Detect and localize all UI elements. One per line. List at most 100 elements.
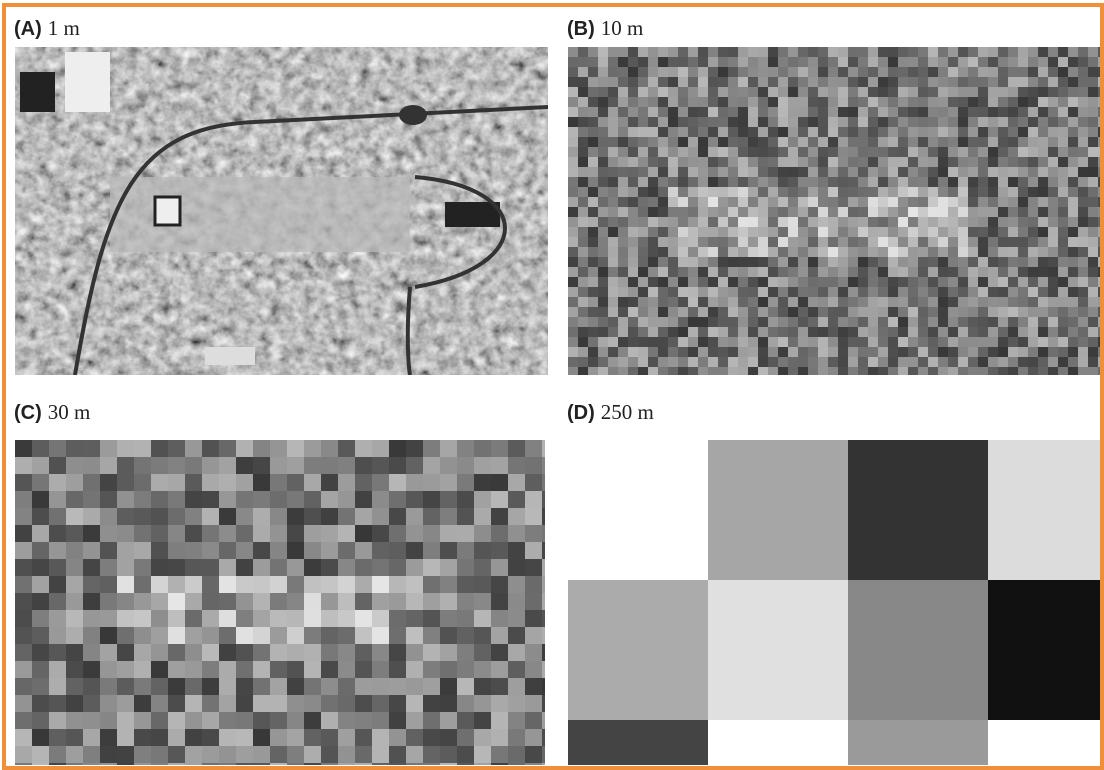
pixel [988, 367, 998, 375]
pixel [608, 357, 618, 367]
pixel [588, 117, 598, 127]
pixel [908, 57, 918, 67]
pixel [1078, 57, 1088, 67]
pixel [898, 297, 908, 307]
building [155, 197, 180, 225]
pixel [728, 107, 738, 117]
pixel [1038, 357, 1048, 367]
pixel [236, 678, 253, 695]
pixel [49, 440, 66, 457]
pixel [898, 97, 908, 107]
pixel [1098, 367, 1100, 375]
pixel [668, 327, 678, 337]
pixel [958, 297, 968, 307]
pixel [768, 87, 778, 97]
pixel [988, 227, 998, 237]
pixel [1068, 257, 1078, 267]
pixel [738, 277, 748, 287]
pixel [738, 77, 748, 87]
pixel [688, 227, 698, 237]
pixel [788, 97, 798, 107]
pixel [578, 307, 588, 317]
pixel [83, 542, 100, 559]
pixel [848, 440, 988, 580]
pixel [304, 491, 321, 508]
pixel [1058, 267, 1068, 277]
pixel [958, 307, 968, 317]
pixel [678, 47, 688, 57]
pixel [15, 576, 32, 593]
pixel [728, 357, 738, 367]
pixel [978, 167, 988, 177]
pixel [151, 508, 168, 525]
pixel [718, 337, 728, 347]
pixel [978, 227, 988, 237]
pixel [1068, 187, 1078, 197]
pixel [474, 729, 491, 746]
pixel [1068, 277, 1078, 287]
panel-letter: (D) [567, 402, 595, 424]
pixel [998, 227, 1008, 237]
pixel [798, 277, 808, 287]
pixel [798, 297, 808, 307]
pixel [304, 678, 321, 695]
pixel [598, 237, 608, 247]
pixel [1098, 257, 1100, 267]
pixel [958, 327, 968, 337]
pixel [788, 267, 798, 277]
pixel [978, 77, 988, 87]
pixel [1068, 147, 1078, 157]
pixel [748, 207, 758, 217]
pixel [618, 237, 628, 247]
pixel [878, 297, 888, 307]
pixel [608, 267, 618, 277]
pixel [253, 508, 270, 525]
pixel [668, 127, 678, 137]
pixel [838, 127, 848, 137]
pixel [1098, 357, 1100, 367]
pixel [185, 763, 202, 765]
pixel [1048, 87, 1058, 97]
pixel [968, 147, 978, 157]
pixel [578, 227, 588, 237]
pixel [888, 57, 898, 67]
pixel [1058, 367, 1068, 375]
pixel [728, 297, 738, 307]
pixel [668, 227, 678, 237]
pixel [698, 267, 708, 277]
pixel [117, 508, 134, 525]
pixel [918, 177, 928, 187]
pixel [688, 257, 698, 267]
pixel [618, 157, 628, 167]
pixel [678, 247, 688, 257]
pixel [588, 197, 598, 207]
pixel [758, 357, 768, 367]
pixel [768, 197, 778, 207]
pixel [83, 678, 100, 695]
pixel [525, 440, 542, 457]
pixel [738, 217, 748, 227]
pixel [1068, 367, 1078, 375]
pixel [978, 187, 988, 197]
pixel [848, 287, 858, 297]
pixel [525, 678, 542, 695]
pixel [508, 763, 525, 765]
pixel [525, 559, 542, 576]
pixel [628, 267, 638, 277]
pixel [578, 357, 588, 367]
pixel [948, 117, 958, 127]
pixel [788, 217, 798, 227]
pixel [1078, 177, 1088, 187]
pixel [708, 207, 718, 217]
pixel [948, 267, 958, 277]
pixel [628, 137, 638, 147]
pixel [628, 297, 638, 307]
pixel [100, 746, 117, 763]
pixel [898, 57, 908, 67]
pixel [638, 57, 648, 67]
pixel [1088, 217, 1098, 227]
pixel [748, 97, 758, 107]
pixel [888, 267, 898, 277]
pixel [202, 474, 219, 491]
pixel [948, 177, 958, 187]
